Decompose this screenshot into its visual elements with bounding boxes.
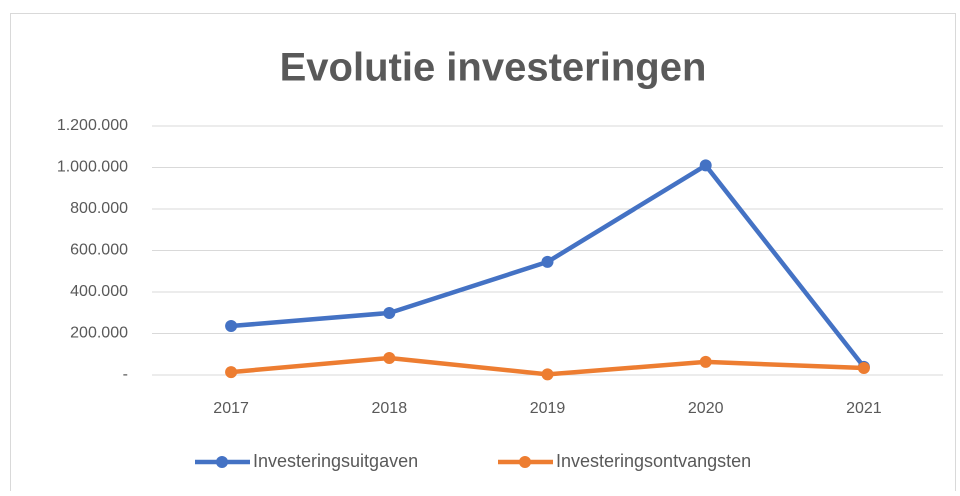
point [699,159,712,172]
point [225,320,238,333]
y-tick-label: 400.000 [70,283,128,300]
legend-label: Investeringsontvangsten [556,451,751,471]
point [699,355,712,368]
x-tick-label: 2017 [213,400,249,417]
point [857,361,870,374]
x-tick-label: 2020 [688,400,724,417]
point [383,351,396,364]
y-tick-label: 1.200.000 [57,117,128,134]
legend-label: Investeringsuitgaven [253,451,418,471]
legend-marker [519,456,531,468]
point [225,366,238,379]
x-tick-label: 2021 [846,400,882,417]
y-tick-label: 600.000 [70,242,128,259]
chart-title: Evolutie investeringen [280,46,707,90]
y-tick-label: 1.000.000 [57,159,128,176]
y-tick-label: 200.000 [70,325,128,342]
legend-marker [216,456,228,468]
x-tick-label: 2019 [530,400,566,417]
y-tick-label: 800.000 [70,200,128,217]
chart-border [10,13,956,496]
point [383,306,396,319]
y-tick-label: - [123,366,128,383]
point [541,368,554,381]
point [541,255,554,268]
x-tick-label: 2018 [372,400,408,417]
